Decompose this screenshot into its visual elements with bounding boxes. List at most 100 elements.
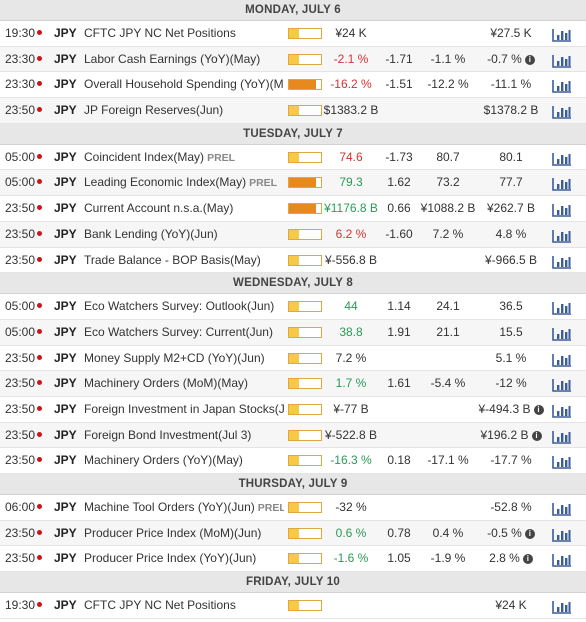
event-name[interactable]: Coincident Index(May) [84,149,205,164]
impact-indicator [288,145,322,169]
event-previous: ¥262.7 B [478,196,544,220]
event-name[interactable]: Labor Cash Earnings (YoY)(May) [84,51,261,66]
event-row[interactable]: 06:00 JPY Machine Tool Orders (YoY)(Jun) PR… [0,495,586,521]
event-name-link[interactable]: Bank Lending (YoY)(Jun) [84,222,284,246]
event-row[interactable]: 19:30 JPY CFTC JPY NC Net Positions ¥24 K [0,593,586,619]
event-row[interactable]: 23:50 JPY Producer Price Index (YoY)(Jun) -… [0,546,586,573]
chart-icon[interactable] [552,52,574,68]
event-name[interactable]: Bank Lending (YoY)(Jun) [84,226,218,241]
event-name[interactable]: CFTC JPY NC Net Positions [84,26,236,40]
japan-flag-icon [37,107,45,113]
event-name[interactable]: Machinery Orders (MoM)(May) [84,376,249,391]
event-name-link[interactable]: CFTC JPY NC Net Positions [84,593,284,617]
event-time: 23:30 [5,51,36,66]
event-name-link[interactable]: Producer Price Index (YoY)(Jun) [84,546,284,570]
chart-icon[interactable] [552,500,574,516]
event-row[interactable]: 23:50 JPY Foreign Bond Investment(Jul 3) ¥-… [0,422,586,449]
event-row[interactable]: 19:30 JPY CFTC JPY NC Net Positions ¥24 K ¥2… [0,21,586,47]
event-deviation: 1.61 [387,376,411,391]
event-name-link[interactable]: Trade Balance - BOP Basis(May) [84,248,284,272]
chart-icon[interactable] [552,351,574,367]
chart-icon[interactable] [552,77,574,94]
event-name-link[interactable]: Foreign Bond Investment(Jul 3) [84,423,284,447]
event-row[interactable]: 05:00 JPY Eco Watchers Survey: Outlook(Jun… [0,294,586,320]
event-row[interactable]: 23:30 JPY Labor Cash Earnings (YoY)(May) -2… [0,46,586,73]
event-name-link[interactable]: Leading Economic Index(May) PREL [84,170,284,194]
event-row[interactable]: 23:50 JPY Money Supply M2+CD (YoY)(Jun) 7.2… [0,345,586,372]
event-name[interactable]: Trade Balance - BOP Basis(May) [84,252,261,267]
event-name[interactable]: Producer Price Index (MoM)(Jun) [84,525,262,540]
event-name-link[interactable]: Overall Household Spending (YoY)(May) [84,72,284,96]
chart-icon[interactable] [552,402,574,418]
event-name-link[interactable]: Labor Cash Earnings (YoY)(May) [84,47,284,71]
event-name-link[interactable]: Producer Price Index (MoM)(Jun) [84,521,284,545]
chart-icon[interactable] [552,253,574,269]
impact-indicator [288,397,322,421]
event-name-link[interactable]: Money Supply M2+CD (YoY)(Jun) [84,346,284,370]
info-icon[interactable]: i [533,404,544,415]
event-row[interactable]: 05:00 JPY Coincident Index(May) PREL 74.6 -1.… [0,144,586,171]
event-name[interactable]: Current Account n.s.a.(May) [84,201,234,216]
event-name[interactable]: Leading Economic Index(May) [84,175,247,190]
event-row[interactable]: 23:30 JPY Overall Household Spending (YoY)… [0,72,586,99]
chart-icon[interactable] [552,325,574,341]
event-name-link[interactable]: Machine Tool Orders (YoY)(Jun) PREL [84,495,284,519]
event-name-link[interactable]: Machinery Orders (YoY)(May) [84,448,284,472]
info-icon[interactable]: i [522,554,533,565]
event-row[interactable]: 23:50 JPY Foreign Investment in Japan Stoc… [0,396,586,423]
impact-bar [288,429,322,441]
event-name-link[interactable]: Eco Watchers Survey: Current(Jun) [84,320,284,344]
event-name[interactable]: Eco Watchers Survey: Outlook(Jun) [84,299,275,314]
chart-icon[interactable] [552,376,574,393]
event-row[interactable]: 23:50 JPY Machinery Orders (YoY)(May) -16.3… [0,448,586,474]
chart-icon[interactable] [552,26,574,42]
event-actual: ¥-77 B [333,401,369,416]
chart-icon[interactable] [552,227,574,243]
event-previous: ¥24 K [478,593,544,617]
japan-flag-icon [37,380,45,386]
chart-icon[interactable] [552,551,574,568]
info-icon[interactable]: i [531,430,542,441]
event-name[interactable]: Producer Price Index (YoY)(Jun) [84,551,257,566]
japan-flag-icon [37,55,45,62]
japan-flag-icon [37,555,45,561]
info-icon[interactable]: i [524,54,535,65]
event-row[interactable]: 23:50 JPY Machinery Orders (MoM)(May) 1.7 %… [0,371,586,397]
event-row[interactable]: 05:00 JPY Leading Economic Index(May) PREL 7… [0,170,586,197]
event-row[interactable]: 23:50 JPY JP Foreign Reserves(Jun) $1383.2 … [0,98,586,124]
chart-icon[interactable] [552,453,574,470]
event-row[interactable]: 23:50 JPY Bank Lending (YoY)(Jun) 6.2 % -1.6… [0,221,586,248]
chart-icon[interactable] [552,526,574,542]
event-row[interactable]: 05:00 JPY Eco Watchers Survey: Current(Jun… [0,319,586,346]
event-row[interactable]: 23:50 JPY Current Account n.s.a.(May) ¥1176… [0,196,586,222]
event-name[interactable]: CFTC JPY NC Net Positions [84,598,236,613]
event-name-link[interactable]: Coincident Index(May) PREL [84,145,284,169]
event-name-link[interactable]: Machinery Orders (MoM)(May) [84,371,284,395]
event-name[interactable]: Foreign Investment in Japan Stocks(Jul 3… [84,401,284,416]
event-previous: -17.7 % [478,448,544,472]
event-name[interactable]: Money Supply M2+CD (YoY)(Jun) [84,350,265,365]
info-icon[interactable]: i [524,528,535,539]
chart-icon[interactable] [552,428,574,444]
chart-icon[interactable] [552,598,574,614]
chart-icon[interactable] [552,175,574,192]
chart-icon[interactable] [552,150,574,166]
event-name-link[interactable]: Eco Watchers Survey: Outlook(Jun) [84,294,284,318]
japan-flag-icon [37,205,45,211]
event-name-link[interactable]: Foreign Investment in Japan Stocks(Jul 3… [84,397,284,421]
event-name[interactable]: Eco Watchers Survey: Current(Jun) [84,324,273,339]
chart-icon[interactable] [552,299,574,315]
event-row[interactable]: 23:50 JPY Trade Balance - BOP Basis(May) ¥-… [0,247,586,274]
event-name[interactable]: Machine Tool Orders (YoY)(Jun) [84,500,255,514]
event-name-link[interactable]: JP Foreign Reserves(Jun) [84,98,284,122]
event-name[interactable]: JP Foreign Reserves(Jun) [84,103,224,118]
event-name[interactable]: Foreign Bond Investment(Jul 3) [84,427,252,442]
event-name[interactable]: Machinery Orders (YoY)(May) [84,453,243,468]
chart-icon[interactable] [552,103,574,119]
impact-fill [289,379,299,389]
event-name-link[interactable]: Current Account n.s.a.(May) [84,196,284,220]
event-row[interactable]: 23:50 JPY Producer Price Index (MoM)(Jun) 0… [0,520,586,547]
event-name-link[interactable]: CFTC JPY NC Net Positions [84,21,284,45]
event-name[interactable]: Overall Household Spending (YoY)(May) [84,77,284,92]
chart-icon[interactable] [552,201,574,217]
